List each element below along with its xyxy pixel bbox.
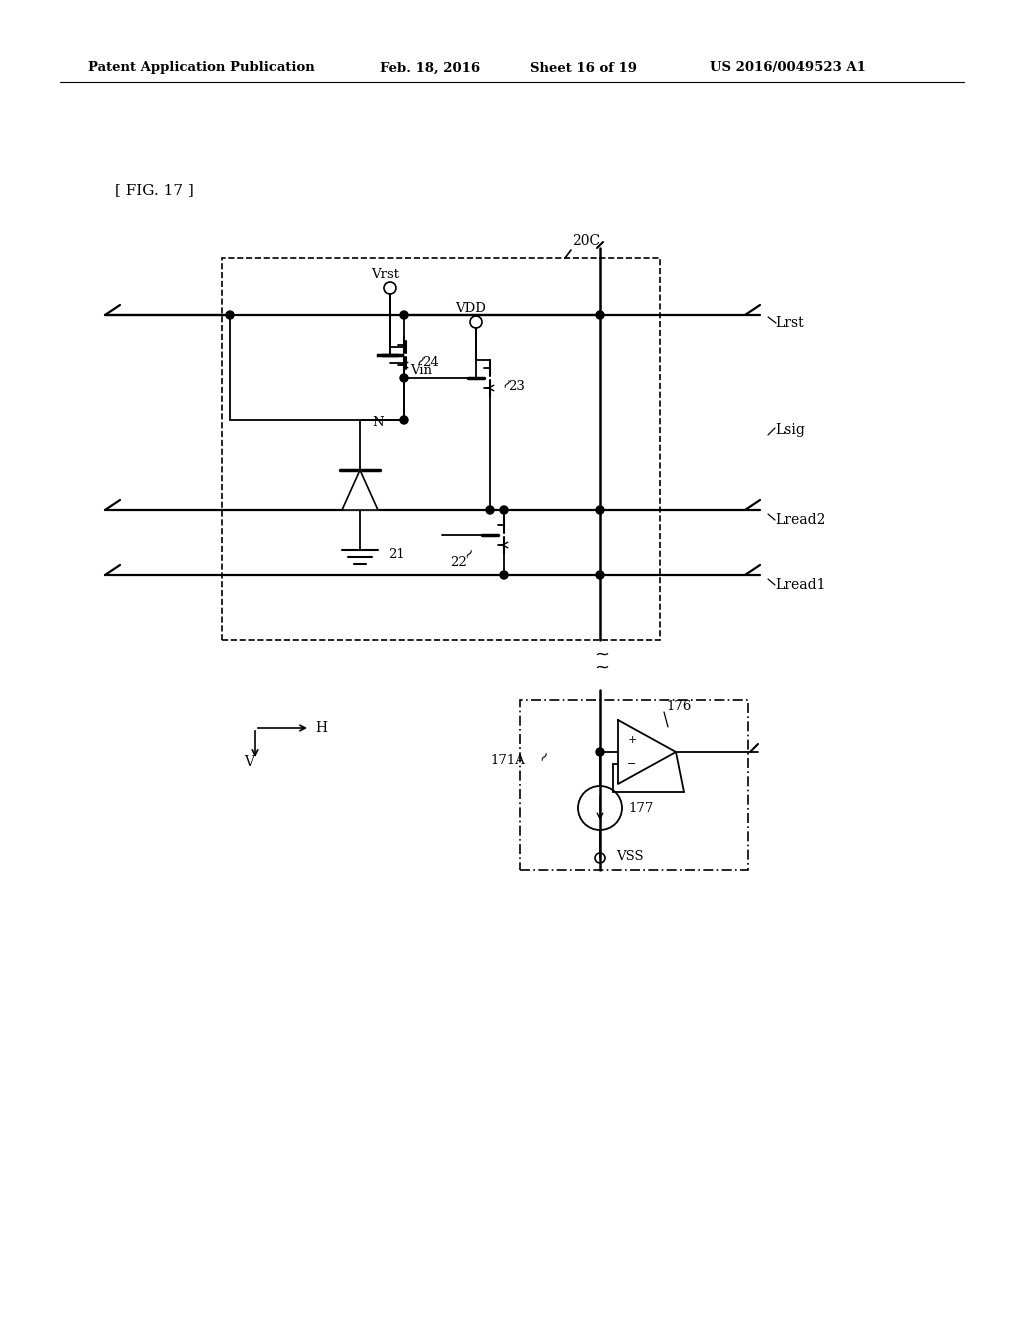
Bar — [520, 700, 748, 870]
Circle shape — [596, 572, 604, 579]
Circle shape — [400, 374, 408, 381]
Text: H: H — [315, 721, 327, 735]
Text: ~: ~ — [594, 659, 609, 677]
Text: 20C: 20C — [572, 234, 600, 248]
Text: 171A: 171A — [490, 754, 525, 767]
Polygon shape — [342, 470, 378, 510]
Text: 24: 24 — [422, 356, 438, 370]
Text: Patent Application Publication: Patent Application Publication — [88, 62, 314, 74]
Text: V: V — [244, 755, 254, 770]
Text: 177: 177 — [628, 801, 653, 814]
Text: VDD: VDD — [456, 301, 486, 314]
Text: ~: ~ — [535, 747, 553, 764]
Circle shape — [400, 312, 408, 319]
Text: ~: ~ — [498, 375, 516, 392]
Circle shape — [596, 748, 604, 756]
Polygon shape — [618, 719, 676, 784]
Text: Feb. 18, 2016: Feb. 18, 2016 — [380, 62, 480, 74]
Text: 22: 22 — [450, 557, 467, 569]
Text: 21: 21 — [388, 549, 404, 561]
Text: N: N — [372, 417, 384, 429]
Circle shape — [226, 312, 234, 319]
Circle shape — [486, 506, 494, 513]
Circle shape — [400, 416, 408, 424]
Text: Lread2: Lread2 — [775, 513, 825, 527]
Text: US 2016/0049523 A1: US 2016/0049523 A1 — [710, 62, 866, 74]
Circle shape — [500, 506, 508, 513]
Bar — [222, 257, 660, 640]
Text: Lsig: Lsig — [775, 422, 805, 437]
Text: ~: ~ — [594, 645, 609, 664]
Text: [ FIG. 17 ]: [ FIG. 17 ] — [115, 183, 194, 197]
Text: 176: 176 — [666, 701, 691, 714]
Text: 23: 23 — [508, 380, 525, 392]
Text: ~: ~ — [412, 351, 430, 368]
Text: Vin: Vin — [410, 363, 432, 376]
Text: ~: ~ — [460, 544, 478, 562]
Circle shape — [500, 572, 508, 579]
Text: Lrst: Lrst — [775, 315, 804, 330]
Text: Sheet 16 of 19: Sheet 16 of 19 — [530, 62, 637, 74]
Text: Vrst: Vrst — [371, 268, 399, 281]
Text: Lread1: Lread1 — [775, 578, 825, 591]
Circle shape — [596, 506, 604, 513]
Text: VSS: VSS — [616, 850, 644, 863]
Text: +: + — [628, 735, 637, 744]
Circle shape — [596, 312, 604, 319]
Text: −: − — [628, 759, 637, 770]
